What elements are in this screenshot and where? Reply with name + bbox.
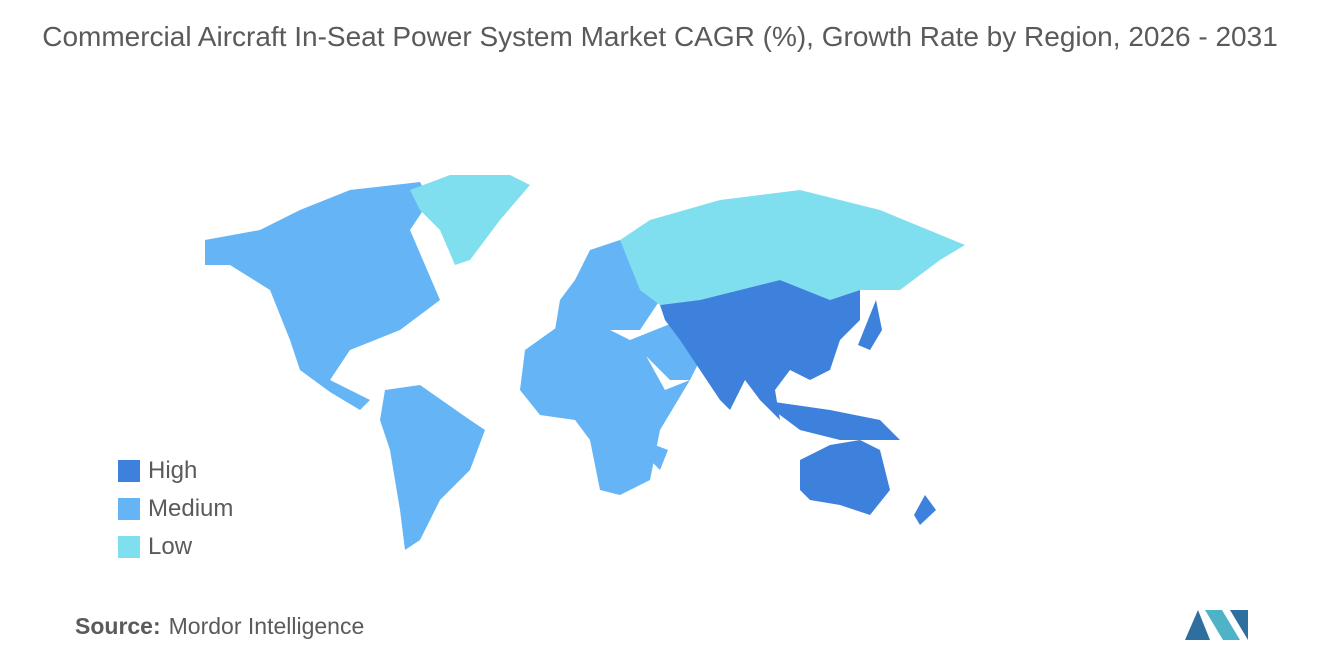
source-label: Source: bbox=[75, 613, 161, 639]
low-regions bbox=[410, 175, 965, 305]
southeast-asia-islands bbox=[760, 400, 900, 440]
legend-swatch bbox=[118, 498, 140, 520]
legend-label: Medium bbox=[148, 495, 234, 522]
japan bbox=[858, 300, 882, 350]
legend-swatch bbox=[118, 460, 140, 482]
legend-item: Low bbox=[118, 528, 233, 566]
legend-label: High bbox=[148, 457, 198, 484]
title: Commercial Aircraft In-Seat Power System… bbox=[42, 21, 1278, 52]
legend-swatch bbox=[118, 536, 140, 558]
africa bbox=[520, 325, 690, 495]
australia bbox=[800, 440, 890, 515]
high-regions bbox=[660, 280, 936, 525]
legend-item: High bbox=[118, 452, 233, 490]
logo bbox=[1185, 610, 1248, 640]
madagascar bbox=[652, 445, 668, 470]
russia bbox=[620, 190, 965, 305]
source-text: Mordor Intelligence bbox=[168, 613, 365, 639]
asia bbox=[660, 280, 860, 420]
source: Source: Mordor Intelligence bbox=[75, 613, 364, 640]
legend: High Medium Low bbox=[118, 452, 233, 566]
greenland bbox=[410, 175, 530, 265]
legend-item: Medium bbox=[118, 490, 233, 528]
north-america bbox=[205, 182, 440, 410]
medium-regions bbox=[205, 182, 700, 550]
legend-label: Low bbox=[148, 533, 193, 560]
south-america bbox=[380, 385, 485, 550]
new-zealand bbox=[914, 495, 936, 525]
